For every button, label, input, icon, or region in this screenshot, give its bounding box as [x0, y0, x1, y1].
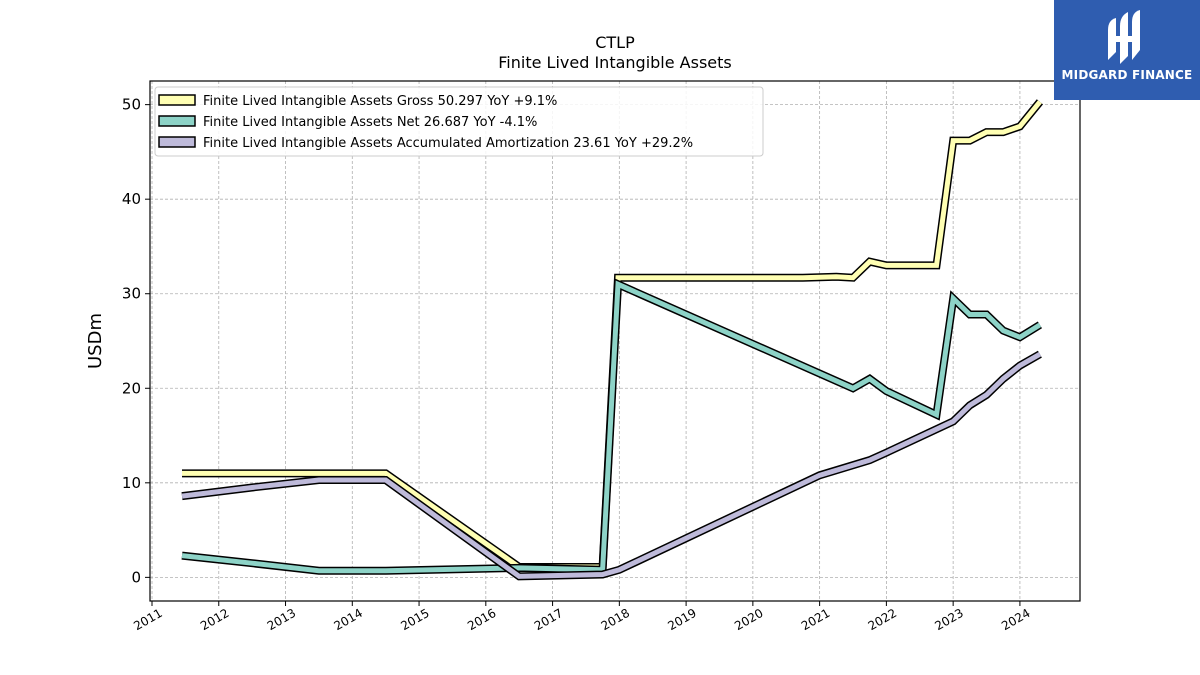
series-line-0 — [182, 100, 1042, 570]
y-tick-label: 30 — [122, 285, 141, 303]
series-line-1 — [181, 280, 1042, 574]
legend-box — [154, 86, 764, 157]
x-axis: 2011 2012 2013 2014 2015 2016 2017 2018 2019 2020… — [131, 601, 1033, 633]
plot-frame — [149, 80, 1081, 602]
x-tick-label: 2023 — [932, 606, 965, 633]
x-tick-label: 2015 — [398, 606, 431, 633]
legend-label-2: Finite Lived Intangible Assets Accumulat… — [203, 136, 693, 151]
legend-label-1: Finite Lived Intangible Assets Net 26.68… — [203, 115, 537, 130]
x-tick-label: 2014 — [332, 606, 365, 633]
x-tick-label: 2018 — [599, 606, 632, 633]
y-tick-label: 0 — [131, 568, 141, 586]
x-tick-label: 2013 — [265, 606, 298, 633]
y-tick-label: 10 — [122, 474, 141, 492]
brand-name: MIDGARD FINANCE — [1061, 68, 1193, 82]
chart-title: CTLP — [595, 33, 635, 52]
x-tick-label: 2011 — [131, 606, 164, 633]
x-tick-label: 2012 — [198, 606, 231, 633]
x-tick-label: 2021 — [799, 606, 832, 633]
y-tick-label: 20 — [122, 379, 141, 397]
legend: Finite Lived Intangible Assets Gross 50.… — [154, 86, 764, 157]
series-layer — [181, 99, 1044, 581]
x-tick-label: 2024 — [999, 606, 1032, 633]
series-outline-0 — [182, 99, 1044, 571]
x-tick-label: 2016 — [465, 606, 498, 633]
midgard-logo-icon — [1108, 10, 1140, 64]
series-line-2 — [181, 352, 1042, 579]
x-tick-label: 2017 — [532, 606, 565, 633]
legend-label-0: Finite Lived Intangible Assets Gross 50.… — [203, 94, 557, 109]
brand-logo: MIDGARD FINANCE — [1054, 0, 1200, 100]
x-tick-label: 2019 — [665, 606, 698, 633]
y-axis: 0 10 20 30 40 50 — [122, 96, 150, 586]
legend-swatch-0 — [158, 94, 196, 106]
legend-swatch-2 — [158, 136, 196, 148]
chart-subtitle: Finite Lived Intangible Assets — [498, 53, 731, 72]
y-tick-label: 50 — [122, 96, 141, 114]
x-tick-label: 2022 — [866, 606, 899, 633]
legend-swatch-1 — [158, 115, 196, 127]
y-tick-label: 40 — [122, 190, 141, 208]
y-axis-label: USDm — [85, 313, 106, 369]
x-tick-label: 2020 — [732, 606, 765, 633]
